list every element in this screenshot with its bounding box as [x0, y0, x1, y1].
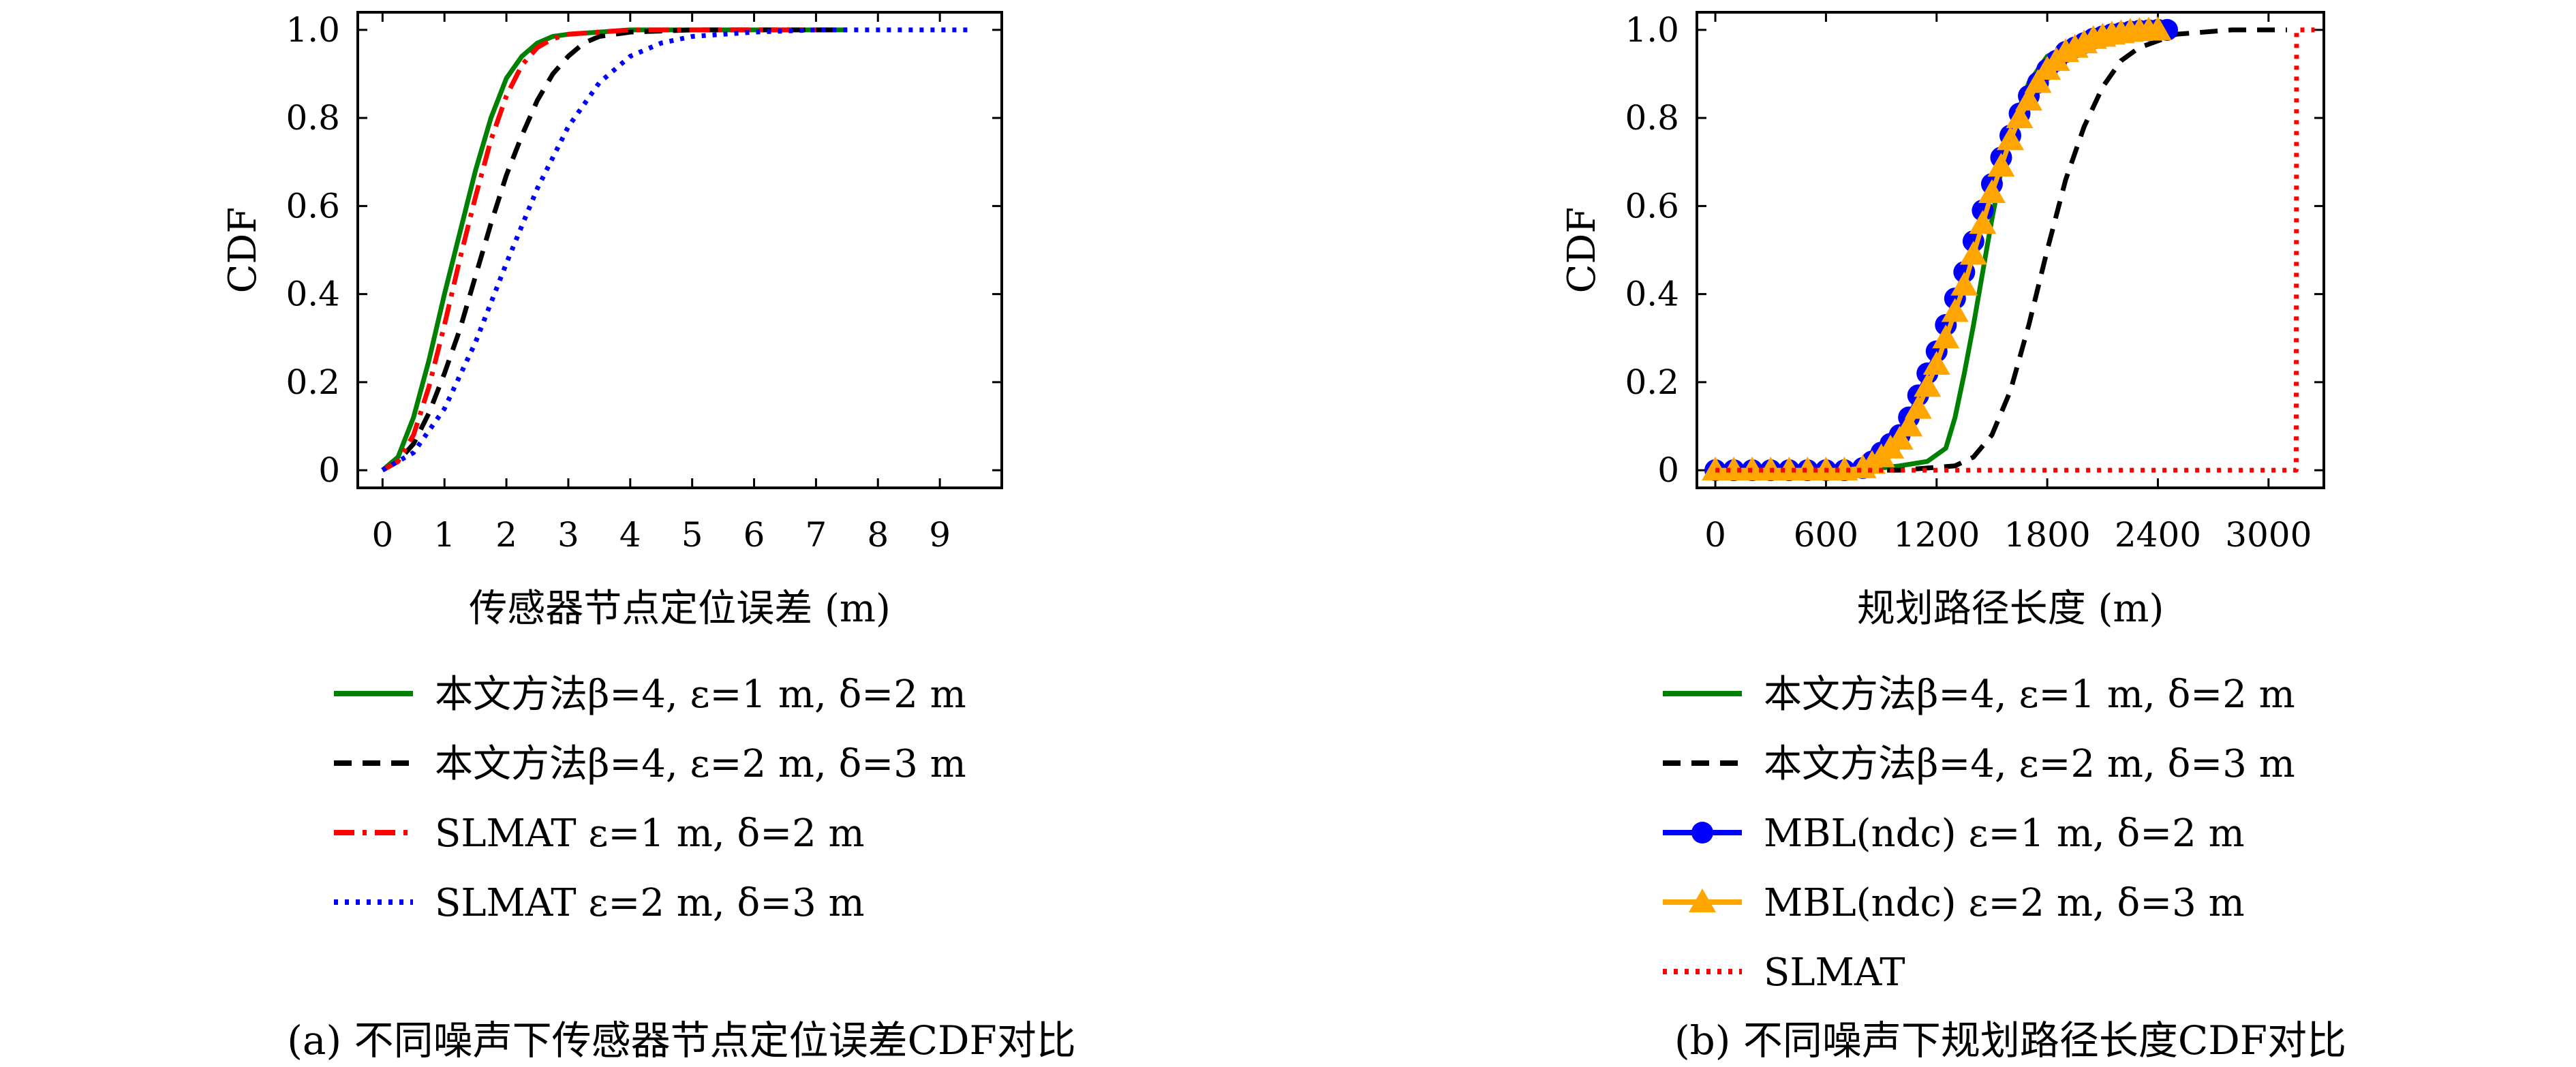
- x-tick-label: 3000: [2225, 515, 2312, 555]
- x-tick-label: 0: [371, 515, 393, 555]
- series-3-point: [1922, 351, 1950, 375]
- series-3-point: [1997, 126, 2024, 151]
- series-3-point: [1987, 153, 2015, 177]
- x-tick-label: 2400: [2115, 515, 2201, 555]
- y-tick-label: 0.8: [1625, 98, 1679, 138]
- series-3-point: [1794, 457, 1822, 481]
- legend: 本文方法β=4, ε=1 m, δ=2 m 本文方法β=4, ε=2 m, δ=3…: [1663, 672, 2295, 995]
- series-4-line: [1715, 27, 2315, 473]
- series-3-point: [1932, 324, 1960, 349]
- series-3-point: [2144, 16, 2172, 40]
- series-3-point: [1895, 412, 1923, 437]
- x-tick-label: 5: [681, 515, 703, 555]
- series-3-point: [1941, 298, 1969, 322]
- figure-caption: (b) 不同噪声下规划路径长度CDF对比: [1674, 1017, 2346, 1064]
- legend-label: 本文方法β=4, ε=2 m, δ=3 m: [1764, 742, 2295, 786]
- chart-b-path-length-cdf: 0 600 1200 1800 2400 3000 0 0.2 0.4 0.6 0.8 1.0 规划路径…: [1560, 10, 2346, 1064]
- y-tick-label: 0.6: [286, 186, 340, 226]
- legend-label: MBL(ndc) ε=1 m, δ=2 m: [1764, 811, 2245, 856]
- series-3-line: [381, 27, 971, 473]
- x-tick-label: 7: [805, 515, 827, 555]
- legend-label: 本文方法β=4, ε=1 m, δ=2 m: [1764, 672, 2295, 717]
- series-0-line: [1715, 27, 2158, 473]
- y-tick-label: 0.8: [286, 98, 340, 138]
- series-1-line: [1715, 27, 2287, 473]
- y-tick-label: 1.0: [286, 10, 340, 50]
- x-tick-label: 8: [867, 515, 889, 555]
- series-0-line: [381, 27, 847, 472]
- x-tick-label: 1800: [2004, 515, 2090, 555]
- plot-area: [381, 27, 971, 473]
- y-axis-label: CDF: [1560, 207, 1604, 294]
- series-3-point: [1978, 179, 2006, 203]
- y-tick-label: 0: [318, 450, 340, 490]
- x-axis-label: 传感器节点定位误差 (m): [469, 587, 891, 631]
- series-1-line: [381, 27, 847, 473]
- series-3-point: [1914, 373, 1942, 397]
- plot-frame: [356, 11, 1003, 489]
- x-tick-label: 1200: [1893, 515, 1980, 555]
- y-tick-label: 0.6: [1625, 186, 1679, 226]
- series-3-point: [1702, 457, 1730, 481]
- legend-marker: [1691, 822, 1713, 844]
- legend-label: SLMAT ε=1 m, δ=2 m: [435, 811, 865, 856]
- legend-label: 本文方法β=4, ε=1 m, δ=2 m: [435, 672, 966, 717]
- series-3-point: [2024, 69, 2052, 93]
- x-tick-label: 0: [1704, 515, 1726, 555]
- x-tick-label: 3: [557, 515, 579, 555]
- figure-caption: (a) 不同噪声下传感器节点定位误差CDF对比: [287, 1017, 1075, 1064]
- plot-area: [1702, 16, 2315, 482]
- y-axis-label: CDF: [221, 207, 265, 294]
- series-3-point: [1886, 425, 1914, 450]
- series-3-point: [1775, 457, 1803, 481]
- y-tick-label: 0.2: [286, 362, 340, 402]
- plot-frame: [1696, 11, 2325, 489]
- y-tick-label: 0: [1657, 450, 1679, 490]
- series-3-point: [1950, 271, 1978, 296]
- legend-marker: [1689, 888, 1716, 912]
- series-3-point: [2006, 104, 2034, 129]
- y-tick-label: 1.0: [1625, 10, 1679, 50]
- series-3-point: [1830, 457, 1858, 481]
- legend-label: MBL(ndc) ε=2 m, δ=3 m: [1764, 881, 2245, 925]
- series-3-point: [2015, 87, 2043, 111]
- y-tick-label: 0.2: [1625, 362, 1679, 402]
- legend-label: SLMAT: [1764, 950, 1905, 995]
- x-tick-label: 2: [495, 515, 517, 555]
- legend: 本文方法β=4, ε=1 m, δ=2 m 本文方法β=4, ε=2 m, δ=3…: [334, 672, 966, 925]
- series-2-line: [381, 27, 816, 473]
- y-tick-label: 0.4: [1625, 275, 1679, 314]
- series-3-point: [1904, 395, 1932, 419]
- x-tick-label: 6: [743, 515, 765, 555]
- legend-label: 本文方法β=4, ε=2 m, δ=3 m: [435, 742, 966, 786]
- x-tick-label: 9: [929, 515, 951, 555]
- series-3-point: [1738, 457, 1766, 481]
- x-axis-label: 规划路径长度 (m): [1857, 587, 2164, 631]
- series-3-point: [1959, 241, 1987, 265]
- x-tick-label: 1: [433, 515, 455, 555]
- x-tick-label: 600: [1794, 515, 1858, 555]
- series-3-point: [1720, 457, 1748, 481]
- legend-label: SLMAT ε=2 m, δ=3 m: [435, 881, 865, 925]
- series-3-line: [1715, 27, 2158, 473]
- x-tick-label: 4: [619, 515, 641, 555]
- y-tick-label: 0.4: [286, 275, 340, 314]
- series-3-point: [1969, 210, 1997, 234]
